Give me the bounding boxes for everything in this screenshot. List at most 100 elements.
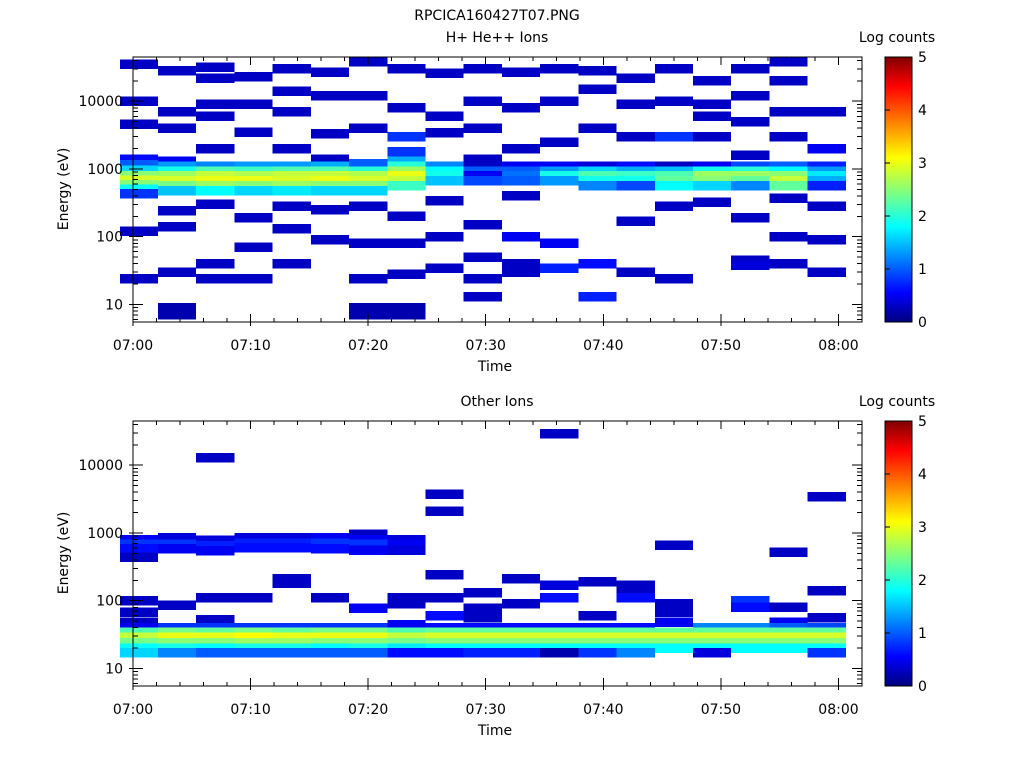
colorbar-tick-label: 2 (918, 209, 927, 225)
heatmap-cell (387, 310, 426, 320)
heatmap-cell (654, 180, 693, 191)
heatmap-cell (196, 143, 235, 154)
heatmap-cell (119, 643, 158, 653)
heatmap-cell (769, 131, 808, 142)
heatmap-cell (578, 166, 617, 176)
heatmap-cell (272, 622, 311, 633)
heatmap-cell (731, 176, 770, 186)
colorbar-tick-label: 2 (918, 573, 927, 589)
heatmap-cell (654, 64, 693, 74)
y-tick-label: 100 (96, 230, 123, 246)
heatmap-cell (272, 185, 311, 196)
heatmap-cell (387, 648, 426, 658)
heatmap-cell (463, 273, 502, 284)
heatmap-cell (769, 166, 808, 176)
heatmap-cell (387, 620, 426, 630)
heatmap-cell (272, 637, 311, 648)
x-tick-label: 07:00 (113, 702, 153, 718)
heatmap-cell (463, 220, 502, 230)
heatmap-cell (387, 180, 426, 191)
heatmap-cell (349, 302, 388, 313)
heatmap-cell (119, 273, 158, 284)
heatmap-cell (272, 166, 311, 176)
heatmap-cell (119, 154, 158, 164)
heatmap-cell (501, 67, 541, 77)
heatmap-cell (578, 611, 617, 621)
heatmap-cell (501, 599, 541, 609)
heatmap-cell (731, 622, 770, 633)
colorbar-tick-label: 0 (918, 679, 927, 695)
heatmap-cell (578, 84, 617, 95)
heatmap-cell (463, 613, 502, 623)
heatmap-cell (387, 593, 426, 603)
heatmap-cell (654, 617, 693, 627)
heatmap-cell (540, 637, 579, 648)
panel-other-ions: Other Ions 07:00 07:10 07:20 07:30 07:40 07:5… (56, 394, 935, 739)
heatmap-cell (731, 602, 770, 612)
heatmap-cell (425, 171, 464, 181)
heatmap-cell (158, 533, 197, 543)
heatmap-cell (272, 180, 311, 191)
heatmap-cell (540, 593, 579, 603)
heatmap-cell (349, 539, 388, 550)
heatmap-cell (119, 607, 158, 617)
heatmap-cell (310, 176, 349, 186)
heatmap-cell (158, 161, 197, 171)
heatmap-cell (654, 166, 693, 176)
heatmap-cell (272, 171, 311, 181)
heatmap-cell (463, 123, 502, 133)
heatmap-cell (501, 166, 541, 176)
heatmap-cell (119, 552, 158, 562)
heatmap-cell (234, 543, 273, 553)
heatmap-cell (196, 180, 235, 191)
heatmap-cell (310, 171, 349, 181)
heatmap-cell (310, 648, 349, 658)
heatmap-cell (196, 637, 235, 648)
heatmap-cell (654, 171, 693, 181)
heatmap-cell (616, 622, 655, 633)
heatmap-cell (272, 648, 311, 658)
heatmap-cell (387, 171, 426, 181)
heatmap-cell (807, 648, 846, 658)
heatmap-cell (463, 166, 502, 176)
heatmap-cell (693, 131, 732, 142)
heatmap-cell (196, 540, 235, 551)
heatmap-cell (349, 632, 388, 642)
heatmap-cell (769, 643, 808, 653)
heatmap-cell (501, 231, 541, 242)
colorbar-tick-label: 5 (918, 414, 927, 430)
heatmap-cell (387, 64, 426, 74)
heatmap-cell (158, 632, 197, 642)
x-tick-label: 07:30 (466, 338, 506, 354)
heatmap-cell (616, 171, 655, 181)
heatmap-cell (119, 165, 158, 176)
heatmap-cell (387, 643, 426, 653)
heatmap-cell (425, 637, 464, 648)
heatmap-cell (234, 593, 273, 603)
heatmap-cell (196, 258, 235, 269)
x-tick-label: 07:50 (701, 338, 741, 354)
heatmap-cell (769, 617, 808, 627)
heatmap-cell (425, 648, 464, 658)
heatmap-cell (501, 143, 541, 154)
y-tick-label: 1000 (87, 526, 123, 542)
heatmap-cell (196, 545, 235, 556)
x-axis-label: Time (477, 359, 512, 375)
heatmap-cell (349, 176, 388, 186)
heatmap-cell (578, 577, 617, 587)
heatmap-cell (463, 171, 502, 181)
colorbar-tick-label: 5 (918, 50, 927, 66)
heatmap-cell (616, 632, 655, 642)
heatmap-cell (387, 161, 426, 171)
heatmap-cell (769, 161, 808, 171)
heatmap-cell (540, 622, 579, 633)
heatmap-cell (463, 643, 502, 653)
heatmap-cell (731, 632, 770, 642)
heatmap-cell (196, 185, 235, 196)
heatmap-cell (387, 166, 426, 176)
heatmap-cell (158, 166, 197, 176)
heatmap-cell (272, 224, 311, 234)
heatmap-cell (501, 258, 541, 269)
heatmap-cell (807, 622, 846, 633)
heatmap-cell (616, 176, 655, 186)
